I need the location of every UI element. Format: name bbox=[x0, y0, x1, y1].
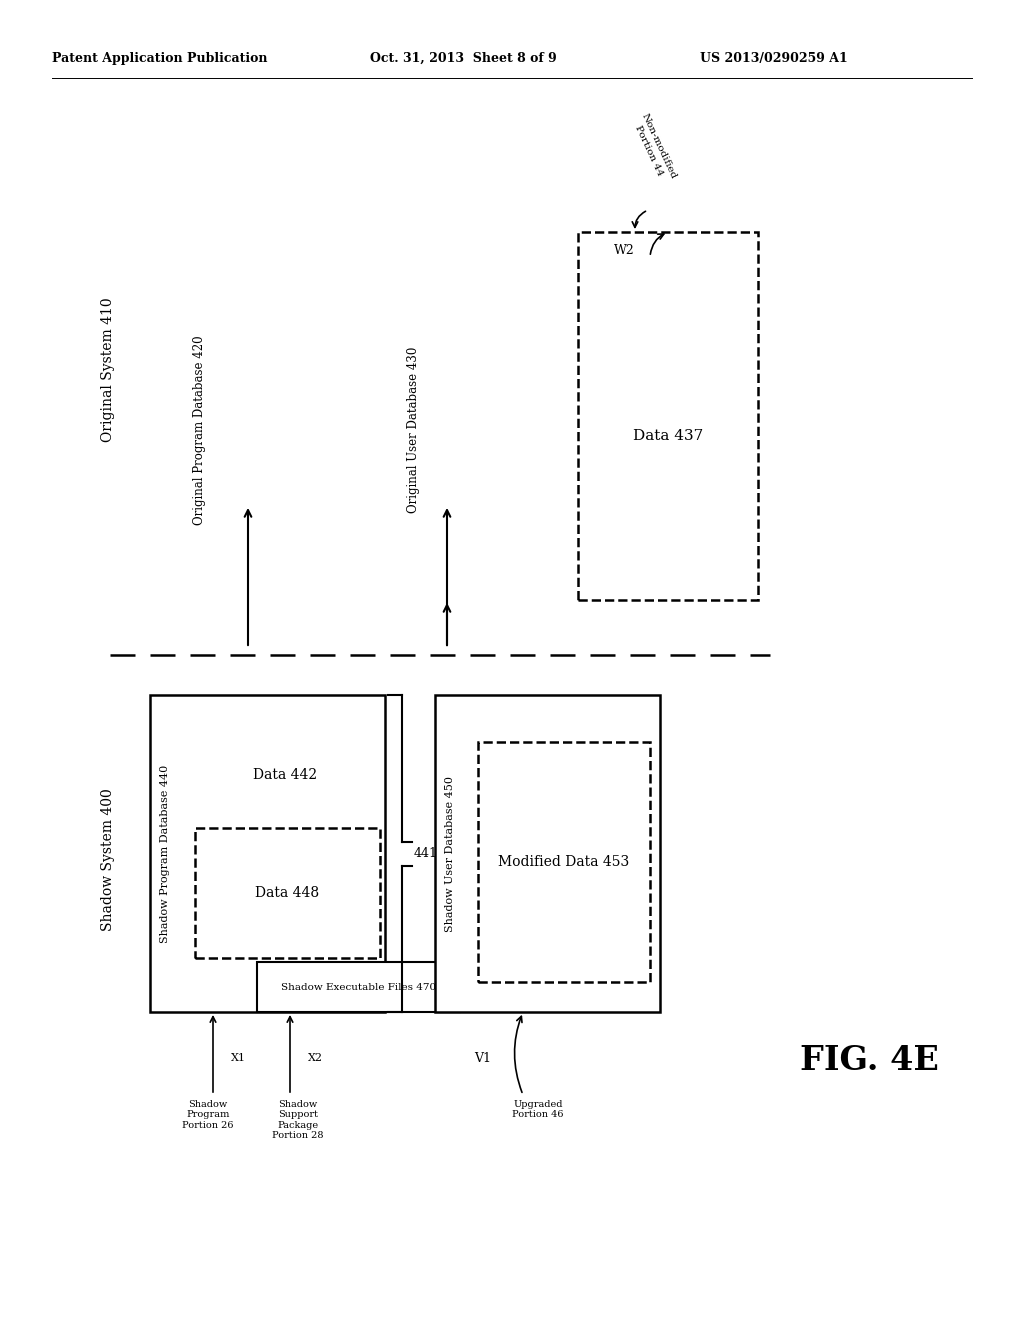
Text: Shadow User Database 450: Shadow User Database 450 bbox=[445, 776, 455, 932]
Text: Oct. 31, 2013  Sheet 8 of 9: Oct. 31, 2013 Sheet 8 of 9 bbox=[370, 51, 557, 65]
Text: Shadow Executable Files 470: Shadow Executable Files 470 bbox=[281, 982, 436, 991]
Text: Data 442: Data 442 bbox=[253, 768, 317, 781]
Bar bbox=[578, 232, 758, 601]
Text: Original User Database 430: Original User Database 430 bbox=[407, 347, 420, 513]
Text: Non-modified
Portion 44: Non-modified Portion 44 bbox=[630, 112, 678, 185]
Bar bbox=[257, 962, 460, 1012]
Text: 441: 441 bbox=[414, 847, 438, 861]
Text: Shadow
Support
Package
Portion 28: Shadow Support Package Portion 28 bbox=[272, 1100, 324, 1140]
Text: FIG. 4E: FIG. 4E bbox=[800, 1044, 939, 1077]
Bar bbox=[150, 696, 385, 1012]
Text: Original Program Database 420: Original Program Database 420 bbox=[194, 335, 207, 525]
Text: Shadow System 400: Shadow System 400 bbox=[101, 788, 115, 932]
Bar bbox=[195, 828, 380, 958]
Text: X2: X2 bbox=[308, 1053, 323, 1063]
Text: Data 448: Data 448 bbox=[255, 886, 319, 900]
Text: W2: W2 bbox=[614, 243, 635, 256]
Text: V1: V1 bbox=[474, 1052, 490, 1064]
Text: Upgraded
Portion 46: Upgraded Portion 46 bbox=[512, 1100, 564, 1119]
Text: Shadow Program Database 440: Shadow Program Database 440 bbox=[160, 764, 170, 942]
Bar bbox=[435, 696, 660, 1012]
Text: US 2013/0290259 A1: US 2013/0290259 A1 bbox=[700, 51, 848, 65]
Text: Patent Application Publication: Patent Application Publication bbox=[52, 51, 267, 65]
Text: Modified Data 453: Modified Data 453 bbox=[499, 855, 630, 869]
Text: X1: X1 bbox=[231, 1053, 246, 1063]
Text: Shadow
Program
Portion 26: Shadow Program Portion 26 bbox=[182, 1100, 233, 1130]
Bar bbox=[478, 742, 650, 982]
Text: Original System 410: Original System 410 bbox=[101, 298, 115, 442]
Text: Data 437: Data 437 bbox=[633, 429, 703, 444]
